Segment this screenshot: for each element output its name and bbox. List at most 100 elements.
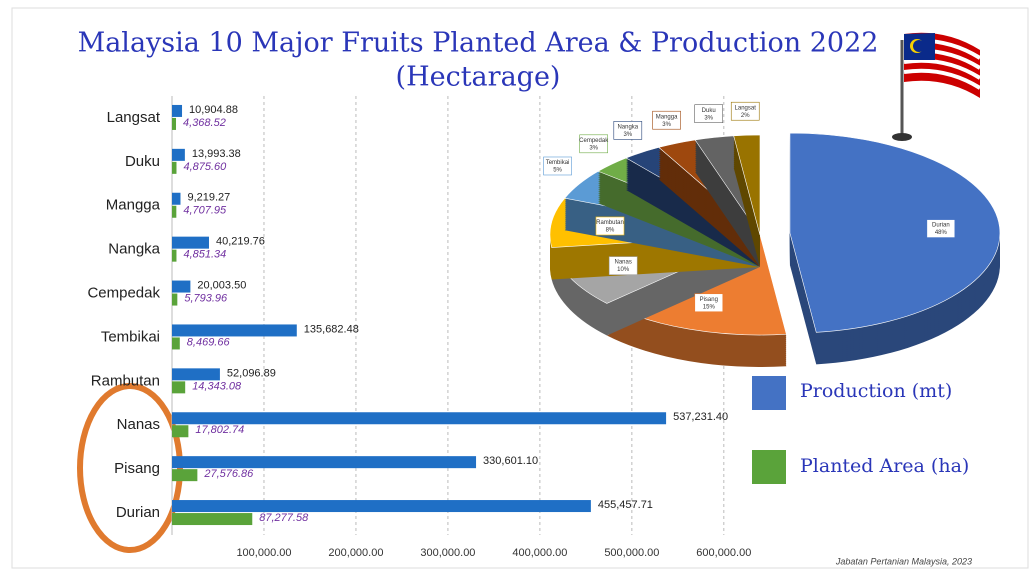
pie-top xyxy=(733,134,761,236)
pie-label-box xyxy=(595,216,625,236)
y-tick-label: Nangka xyxy=(108,241,160,258)
pie-slice xyxy=(694,135,761,267)
pie-label-box xyxy=(926,219,956,238)
value-label: 537,231.40 xyxy=(673,411,728,423)
legend-label: Planted Area (ha) xyxy=(800,455,969,477)
y-tick-label: Cempedak xyxy=(87,285,160,302)
bar xyxy=(172,249,177,262)
value-label: 52,096.89 xyxy=(227,367,276,379)
y-tick-label: Mangga xyxy=(106,197,161,214)
value-label: 455,457.71 xyxy=(598,499,653,511)
pie-label-box xyxy=(730,101,760,121)
bar xyxy=(172,192,181,205)
value-label: 4,707.95 xyxy=(183,205,227,217)
value-label: 87,277.58 xyxy=(259,512,309,524)
bar-chart: 100,000.00 200,000.00 300,000.00 400,000.00… xyxy=(87,96,751,559)
pie-label: Pisang xyxy=(700,297,718,303)
x-tick-label: 600,000.00 xyxy=(696,547,751,559)
y-tick-label: Langsat xyxy=(107,109,161,126)
y-tick-label: Nanas xyxy=(117,416,160,433)
bar xyxy=(172,324,297,337)
y-tick-label: Rambutan xyxy=(91,372,160,389)
y-tick-label: Tembikai xyxy=(101,328,160,345)
x-tick-label: 400,000.00 xyxy=(512,547,567,559)
value-label: 17,802.74 xyxy=(195,424,244,436)
pie-value-label: 5% xyxy=(553,168,562,174)
pie-top xyxy=(789,132,1001,333)
pie-value-label: 3% xyxy=(623,132,632,138)
x-tick-label: 300,000.00 xyxy=(420,547,475,559)
pie-label: Duku xyxy=(702,108,716,114)
value-label: 10,904.88 xyxy=(189,104,238,116)
bar xyxy=(172,293,178,306)
bar xyxy=(172,205,177,218)
chart-subtitle: (Hectarage) xyxy=(396,62,561,93)
source: Jabatan Pertanian Malaysia, 2023 xyxy=(835,556,972,566)
y-tick-label: Pisang xyxy=(114,460,160,477)
pie-label: Langsat xyxy=(735,105,757,111)
bar xyxy=(172,425,189,438)
value-label: 330,601.10 xyxy=(483,455,538,467)
pie-label-box xyxy=(694,104,723,123)
pie-label-box xyxy=(694,293,724,313)
value-label: 14,343.08 xyxy=(192,380,242,392)
value-label: 8,469.66 xyxy=(187,336,231,348)
pie-value-label: 8% xyxy=(606,228,615,234)
bar xyxy=(172,412,667,425)
pie-label: Rambutan xyxy=(596,220,624,226)
pie-label-box xyxy=(543,156,572,176)
value-label: 5,793.96 xyxy=(184,292,228,304)
value-label: 27,576.86 xyxy=(203,468,254,480)
bar xyxy=(172,337,180,350)
pie-label: Mangga xyxy=(656,114,678,120)
value-label: 4,368.52 xyxy=(183,117,226,129)
bar xyxy=(172,456,477,469)
pie-label-box xyxy=(652,110,681,130)
bar xyxy=(172,104,183,117)
pie-value-label: 15% xyxy=(703,304,716,310)
pie-label: Nanas xyxy=(615,260,632,266)
value-label: 40,219.76 xyxy=(216,236,265,248)
pie-label-box xyxy=(608,256,638,275)
pie-label-box xyxy=(579,134,608,154)
flag xyxy=(892,32,982,141)
y-tick-label: Durian xyxy=(116,504,160,521)
pie-label-box xyxy=(613,121,643,140)
bar xyxy=(172,368,220,381)
pie-value-label: 48% xyxy=(935,230,948,236)
pie-label: Cempedak xyxy=(579,138,609,144)
pie-label: Nangka xyxy=(617,124,638,130)
value-label: 20,003.50 xyxy=(197,279,246,291)
x-tick-label: 200,000.00 xyxy=(328,547,383,559)
value-label: 13,993.38 xyxy=(192,148,241,160)
value-label: 4,875.60 xyxy=(183,161,227,173)
bar xyxy=(172,381,186,394)
bar xyxy=(172,280,191,293)
value-label: 9,219.27 xyxy=(187,192,230,204)
pie-label: Tembikai xyxy=(546,160,570,166)
y-tick-label: Duku xyxy=(125,153,160,170)
chart-title: Malaysia 10 Major Fruits Planted Area & … xyxy=(78,28,879,59)
pie-value-label: 3% xyxy=(662,122,671,128)
x-tick-label: 100,000.00 xyxy=(236,547,291,559)
pie-value-label: 3% xyxy=(589,145,598,151)
pie-slice xyxy=(789,132,1001,365)
pie-value-label: 10% xyxy=(617,267,630,273)
bar xyxy=(172,513,253,526)
bar xyxy=(172,500,591,513)
value-label: 4,851.34 xyxy=(183,249,226,261)
legend-swatch xyxy=(752,450,786,484)
bar xyxy=(172,236,209,249)
bar xyxy=(172,117,177,130)
legend-swatch xyxy=(752,376,786,410)
value-label: 135,682.48 xyxy=(304,323,359,335)
pie-value-label: 2% xyxy=(741,113,750,119)
legend-label: Production (mt) xyxy=(800,380,952,402)
bar xyxy=(172,161,177,174)
bar xyxy=(172,469,198,482)
pie-slice xyxy=(733,134,761,267)
pie-label: Durian xyxy=(932,223,950,229)
pie-value-label: 3% xyxy=(704,115,713,121)
